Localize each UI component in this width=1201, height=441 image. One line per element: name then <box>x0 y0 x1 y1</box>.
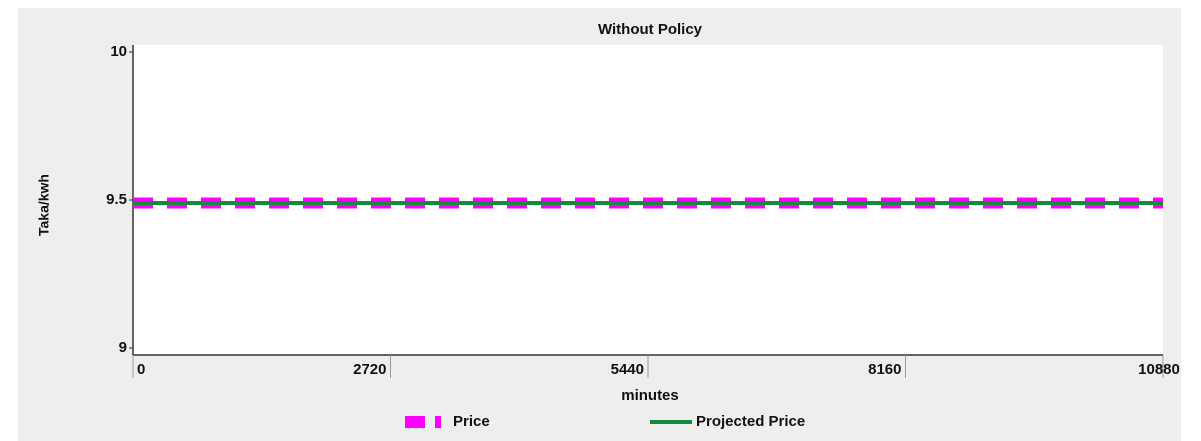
legend-swatch <box>435 416 441 428</box>
legend-swatch <box>405 416 425 428</box>
y-tick-label: 10 <box>110 43 127 60</box>
x-tick-label: 2720 <box>353 361 386 378</box>
y-tick-label: 9.5 <box>106 191 127 208</box>
legend-label: Price <box>453 413 490 430</box>
x-tick-label: 0 <box>137 361 145 378</box>
y-axis-label: Taka/kwh <box>36 174 52 236</box>
x-tick-label: 8160 <box>868 361 901 378</box>
x-axis-label: minutes <box>621 387 679 404</box>
y-tick-label: 9 <box>119 339 127 356</box>
legend-label: Projected Price <box>696 413 805 430</box>
x-tick-label: 10880 <box>1138 361 1180 378</box>
x-tick-label: 5440 <box>611 361 644 378</box>
chart-title: Without Policy <box>598 21 703 38</box>
